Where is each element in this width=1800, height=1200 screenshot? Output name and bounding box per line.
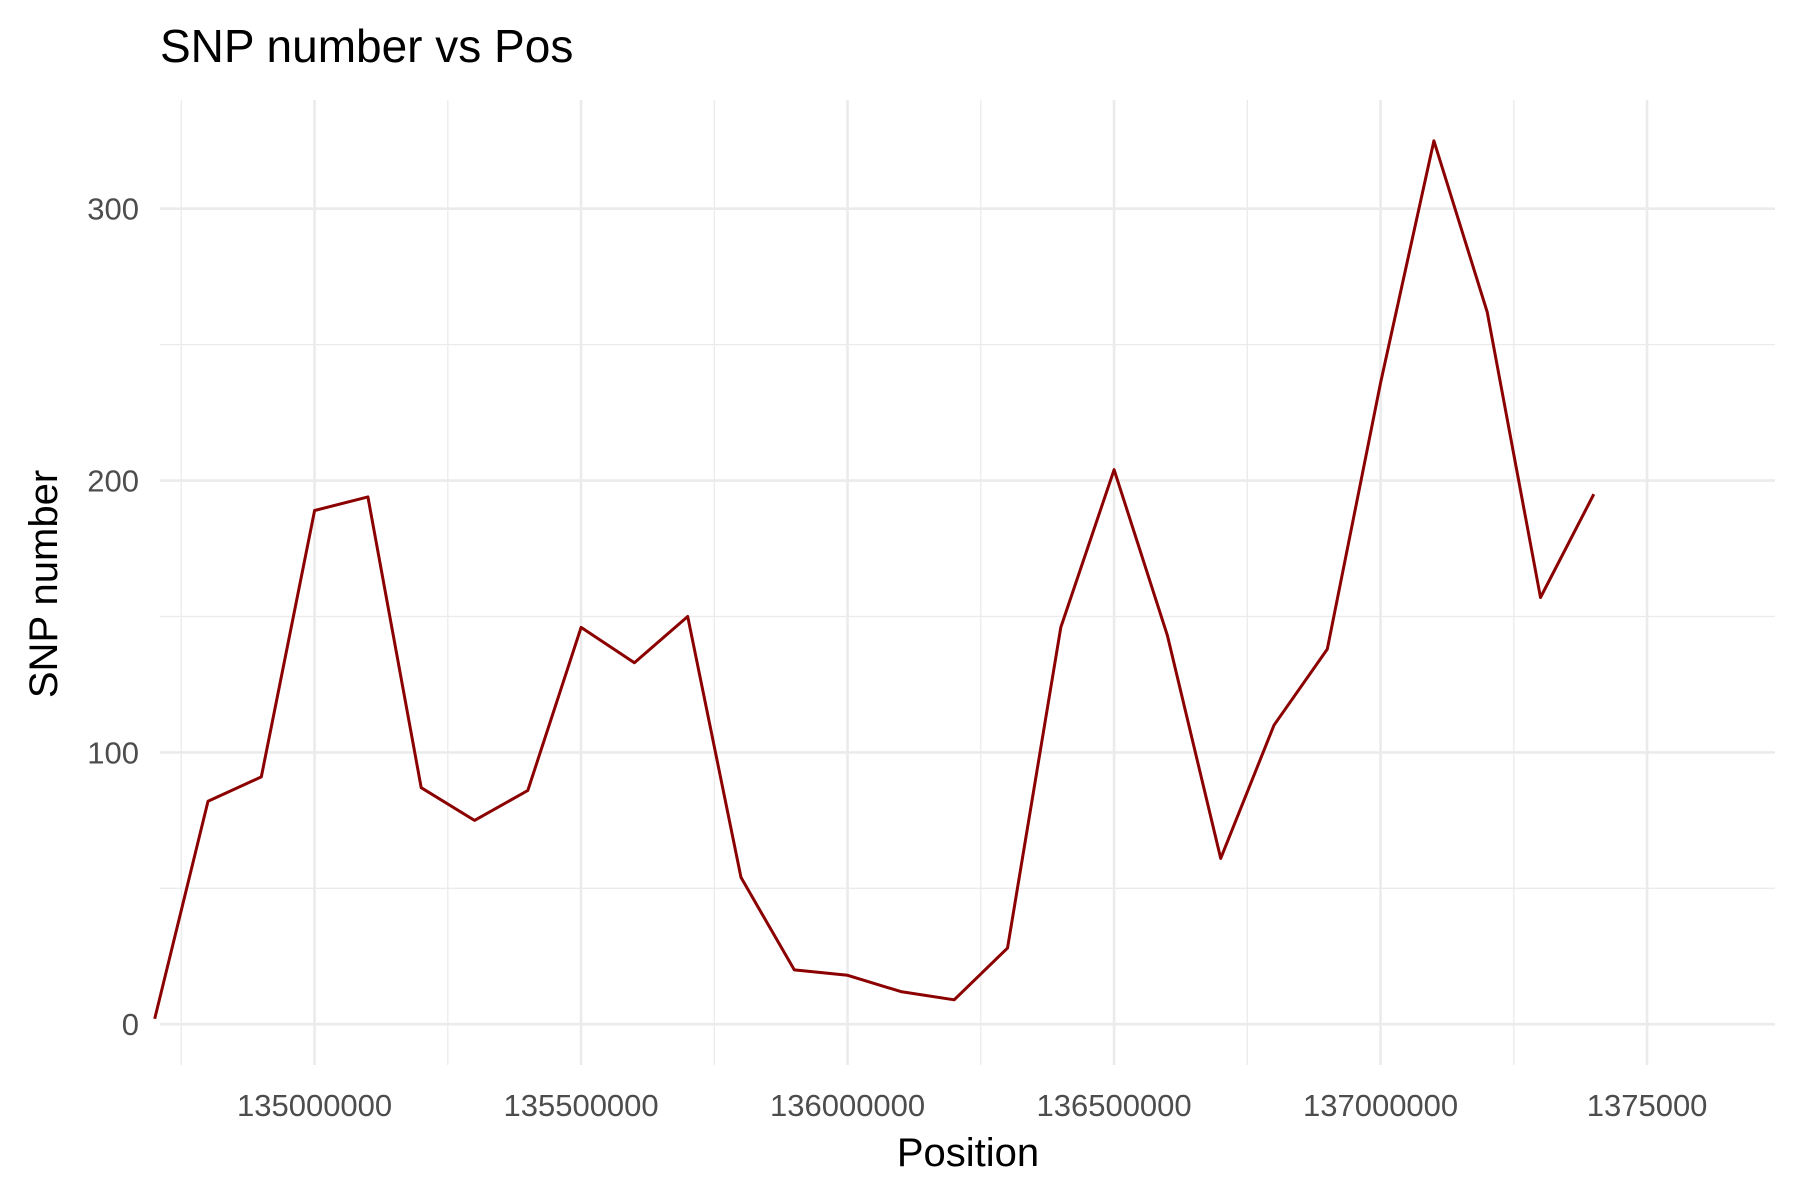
- y-tick-labels: 0 100 200 300: [87, 192, 139, 1042]
- series-group: [153, 139, 1596, 1020]
- x-tick-label: 136500000: [1036, 1088, 1191, 1123]
- x-tick-labels: 135000000 135500000 136000000 136500000 1370…: [237, 1088, 1707, 1123]
- x-tick-label: 135000000: [237, 1088, 392, 1123]
- x-tick-label: 1375000: [1587, 1088, 1708, 1123]
- y-tick-label: 300: [87, 192, 139, 227]
- y-axis-label: SNP number: [22, 470, 66, 698]
- chart-title: SNP number vs Pos: [160, 20, 573, 72]
- x-tick-label: 135500000: [503, 1088, 658, 1123]
- x-tick-label: 137000000: [1303, 1088, 1458, 1123]
- grid: [160, 100, 1775, 1065]
- y-tick-label: 200: [87, 464, 139, 499]
- series-line-0: [153, 139, 1596, 1020]
- y-tick-label: 0: [122, 1007, 139, 1042]
- y-tick-label: 100: [87, 735, 139, 770]
- x-axis-label: Position: [897, 1131, 1039, 1175]
- x-tick-label: 136000000: [770, 1088, 925, 1123]
